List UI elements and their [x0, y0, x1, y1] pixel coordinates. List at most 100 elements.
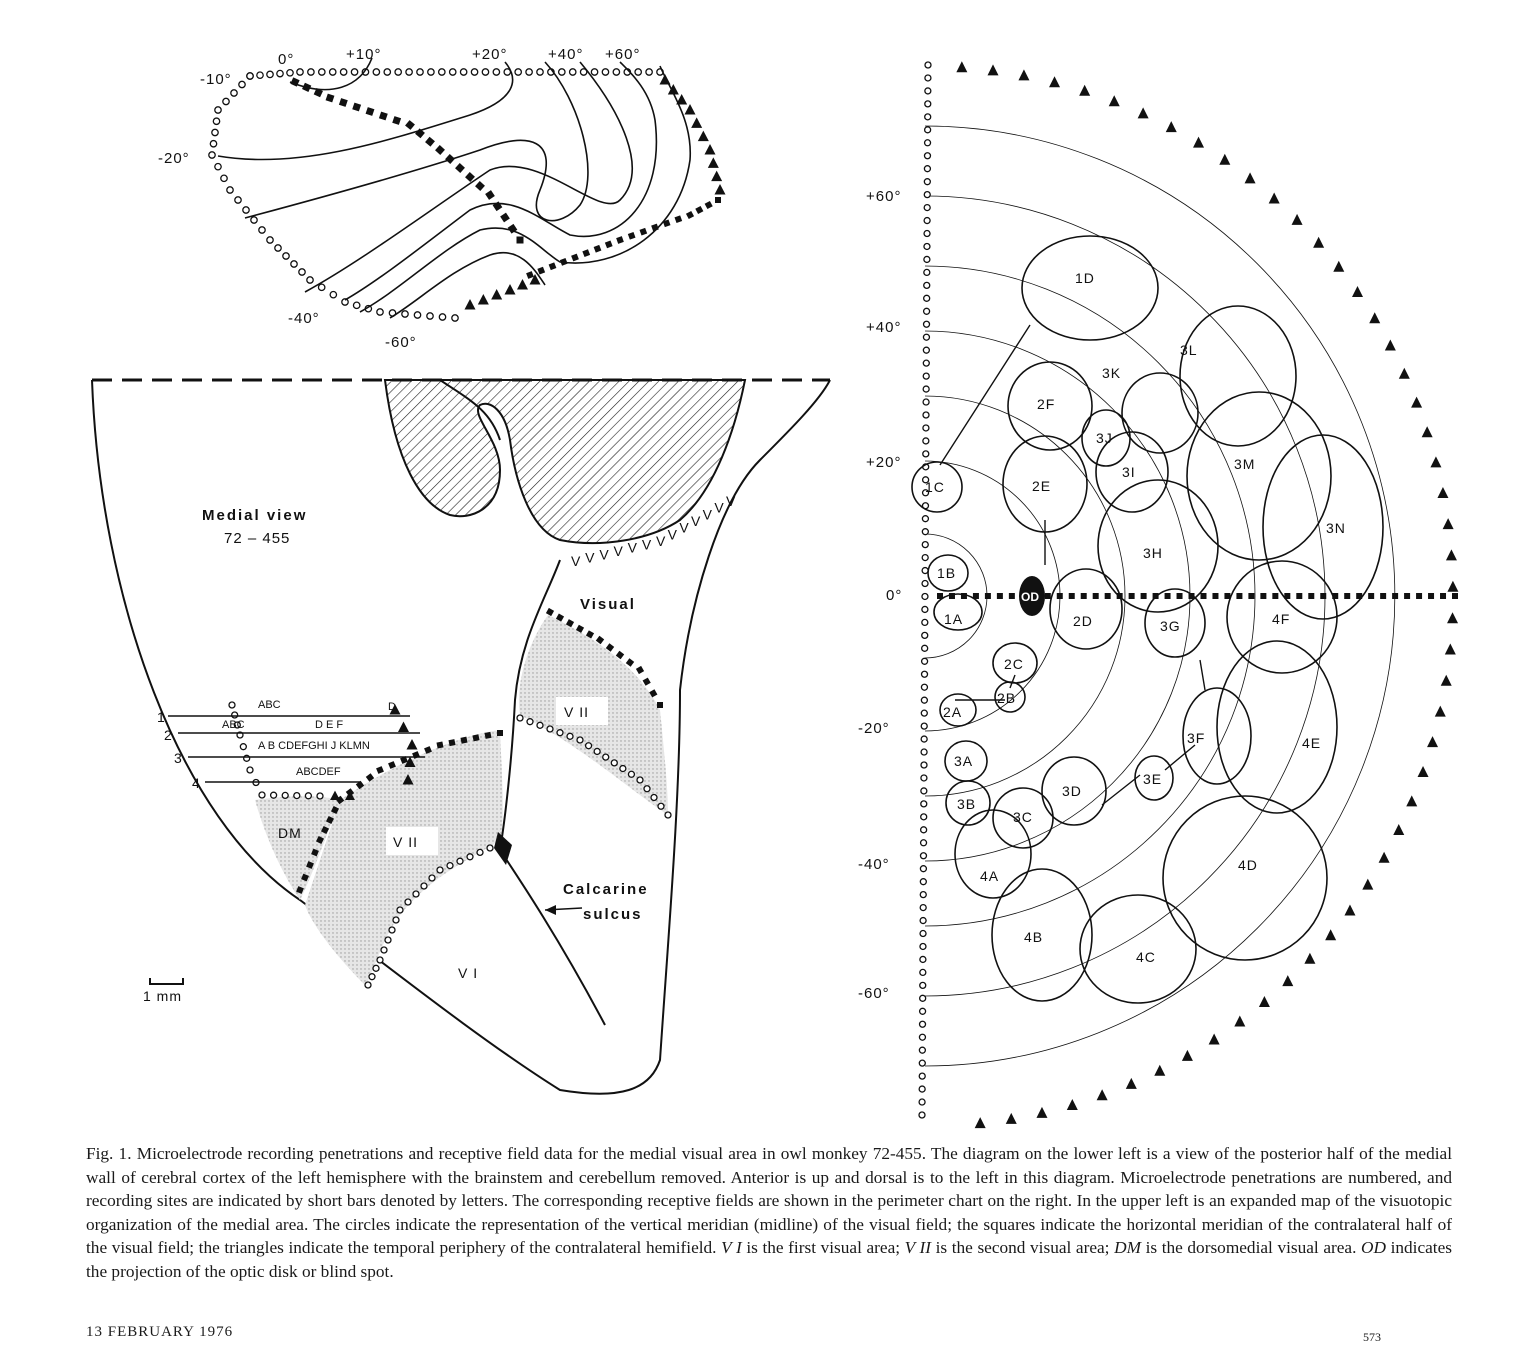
v2-upper-label: V II	[564, 704, 589, 720]
meridian-square	[616, 236, 624, 244]
meridian-circle	[287, 70, 293, 76]
meridian-circle	[922, 516, 928, 522]
receptive-field-label-3c: 3C	[1013, 809, 1033, 825]
deg-minus20: -20°	[858, 720, 890, 737]
meridian-circle	[389, 927, 395, 933]
meridian-circle	[658, 803, 664, 809]
horizontal-meridian-squares	[290, 77, 721, 279]
meridian-circle	[635, 69, 641, 75]
visual-label: Visual	[580, 596, 636, 613]
meridian-circle	[925, 140, 931, 146]
scale-bar	[150, 978, 183, 984]
meridian-square	[500, 213, 510, 223]
meridian-square	[460, 737, 467, 744]
meridian-circle	[231, 90, 237, 96]
meridian-circle	[493, 69, 499, 75]
meridian-circle	[373, 965, 379, 971]
periphery-triangle	[478, 294, 489, 305]
map-label-plus60: +60°	[605, 46, 640, 63]
meridian-circle	[925, 114, 931, 120]
meridian-circle	[259, 227, 265, 233]
iso-eccentricity-lines	[218, 58, 690, 318]
boundary-v: V	[585, 550, 595, 566]
receptive-field-label-3b: 3B	[957, 796, 976, 812]
map-label-plus20: +20°	[472, 46, 507, 63]
periphery-triangle	[1362, 879, 1373, 890]
meridian-circle	[559, 69, 565, 75]
map-label-plus40: +40°	[548, 46, 583, 63]
caption-v1-abbr: V I	[721, 1238, 742, 1257]
meridian-circle	[450, 69, 456, 75]
periphery-triangle	[1126, 1078, 1137, 1089]
meridian-circle	[221, 175, 227, 181]
meridian-circle	[417, 69, 423, 75]
meridian-circle	[402, 311, 408, 317]
meridian-circle	[919, 1073, 925, 1079]
meridian-circle	[923, 373, 929, 379]
meridian-square	[715, 197, 721, 203]
receptive-field-label-2c: 2C	[1004, 656, 1024, 672]
boundary-v: V	[679, 520, 689, 536]
meridian-square	[1045, 593, 1051, 599]
meridian-circle	[215, 107, 221, 113]
receptive-field-4e	[1217, 641, 1337, 813]
receptive-field-label-3h: 3H	[1143, 545, 1163, 561]
receptive-field-label-3l: 3L	[1180, 342, 1198, 358]
meridian-circle	[282, 792, 288, 798]
meridian-circle	[920, 866, 926, 872]
meridian-circle	[922, 529, 928, 535]
meridian-circle	[467, 854, 473, 860]
meridian-square	[379, 112, 388, 121]
meridian-circle	[921, 710, 927, 716]
caption-v1-text: is the first visual area;	[742, 1238, 905, 1257]
periphery-triangle	[1422, 426, 1433, 437]
periphery-triangle	[1154, 1065, 1165, 1076]
receptive-field-3l	[1180, 306, 1296, 446]
meridian-square	[1404, 593, 1410, 599]
meridian-square	[626, 658, 634, 666]
meridian-square	[1344, 593, 1350, 599]
meridian-circle	[381, 947, 387, 953]
meridian-circle	[602, 69, 608, 75]
meridian-circle	[239, 81, 245, 87]
meridian-square	[339, 98, 348, 107]
periphery-triangle	[1097, 1089, 1108, 1100]
deg-minus40: -40°	[858, 856, 890, 873]
periphery-triangle	[1182, 1050, 1193, 1061]
meridian-circle	[427, 313, 433, 319]
meridian-square	[1296, 593, 1302, 599]
meridian-square	[985, 593, 991, 599]
recording-site-letters: ABC D ABC D E F A B CDEFGHI J KLMN ABCDE…	[222, 699, 396, 778]
meridian-square	[392, 116, 401, 125]
meridian-circle	[482, 69, 488, 75]
meridian-circle	[925, 62, 931, 68]
expanded-visuotopic-map: 0° +10° +20° +40° +60° -10° -20° -40° -6…	[158, 46, 726, 351]
meridian-circle	[646, 69, 652, 75]
meridian-circle	[922, 658, 928, 664]
degree-labels: +60° +40° +20° 0° -20° -40° -60°	[858, 188, 902, 1002]
periphery-triangle	[1406, 795, 1417, 806]
meridian-circle	[921, 801, 927, 807]
periphery-triangle	[988, 64, 999, 75]
meridian-circle	[271, 792, 277, 798]
receptive-field-label-1c: 1C	[925, 479, 945, 495]
meridian-square	[472, 734, 479, 741]
site-letters-1: ABC	[258, 699, 281, 711]
periphery-triangle	[1304, 953, 1315, 964]
meridian-circle	[377, 957, 383, 963]
periphery-triangle	[1418, 766, 1429, 777]
meridian-circle	[921, 684, 927, 690]
meridian-circle	[447, 863, 453, 869]
receptive-field-label-3n: 3N	[1326, 520, 1346, 536]
boundary-v: V	[628, 540, 638, 556]
caption-dm-text: is the dorsomedial visual area.	[1141, 1238, 1361, 1257]
meridian-circle	[920, 918, 926, 924]
meridian-square	[537, 267, 545, 275]
meridian-circle	[477, 849, 483, 855]
meridian-square	[643, 678, 651, 686]
meridian-circle	[299, 269, 305, 275]
meridian-circle	[227, 187, 233, 193]
meridian-circle	[613, 69, 619, 75]
receptive-field-label-1b: 1B	[937, 565, 956, 581]
periphery-triangle	[398, 722, 409, 733]
